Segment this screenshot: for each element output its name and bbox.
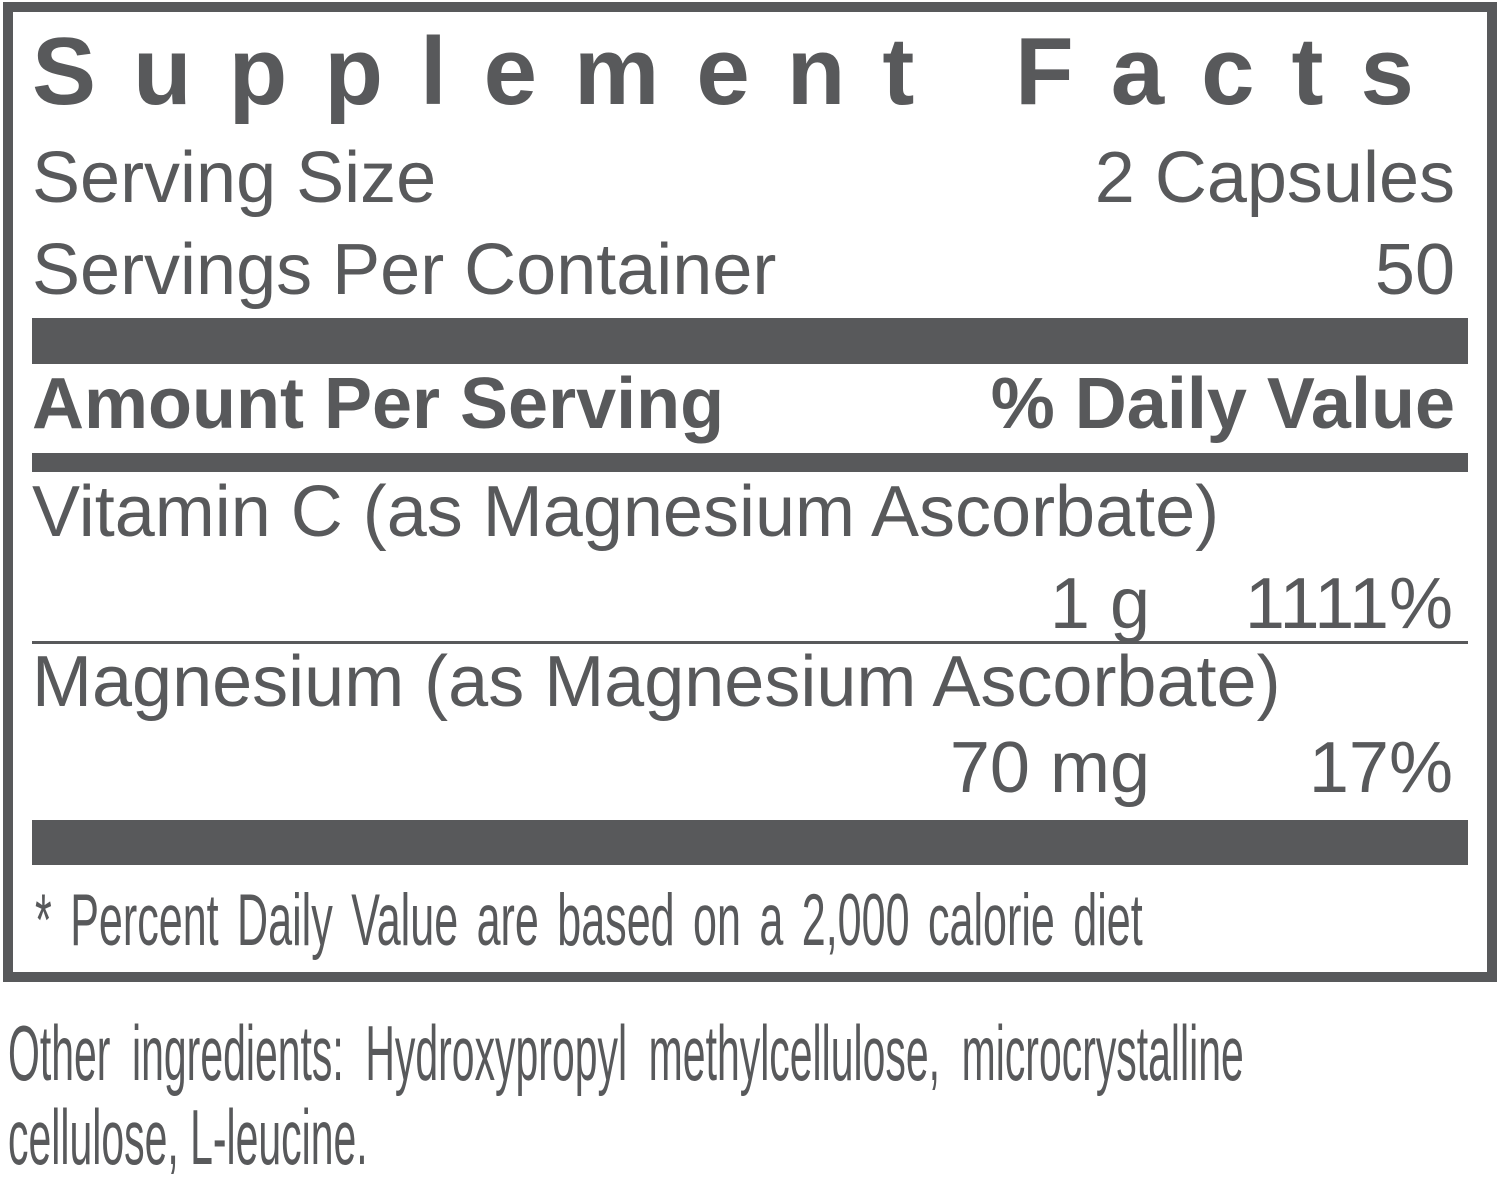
daily-value-header: % Daily Value	[990, 364, 1455, 444]
nutrient-amount-vitamin-c: 1 g	[1049, 564, 1150, 644]
serving-size-label: Serving Size	[32, 138, 437, 218]
nutrient-amount-magnesium: 70 mg	[949, 728, 1150, 808]
thick-separator-bar-top	[32, 318, 1468, 364]
serving-size-row: Serving Size 2 Capsules	[32, 142, 1468, 214]
servings-per-container-label: Servings Per Container	[32, 230, 777, 310]
nutrient-daily-value-vitamin-c: 1111%	[1244, 564, 1453, 644]
other-ingredients-line-2: cellulose, L-leucine.	[8, 1093, 368, 1181]
servings-per-container-value: 50	[1374, 230, 1455, 310]
other-ingredients-line-1: Other ingredients: Hydroxypropyl methylc…	[8, 1009, 1244, 1097]
supplement-facts-panel: Supplement Facts Serving Size 2 Capsules…	[3, 2, 1497, 982]
nutrient-values-vitamin-c: 1 g 1111%	[32, 568, 1468, 640]
nutrient-values-magnesium: 70 mg 17%	[32, 732, 1468, 804]
column-header-row: Amount Per Serving % Daily Value	[32, 368, 1468, 440]
nutrient-daily-value-magnesium: 17%	[1308, 728, 1453, 808]
servings-per-container-row: Servings Per Container 50	[32, 234, 1468, 306]
nutrient-name-vitamin-c: Vitamin C (as Magnesium Ascorbate)	[32, 472, 1220, 552]
daily-value-footnote: * Percent Daily Value are based on a 2,0…	[35, 880, 1143, 961]
thin-separator-line	[32, 641, 1468, 644]
amount-per-serving-header: Amount Per Serving	[32, 364, 725, 444]
serving-size-value: 2 Capsules	[1094, 138, 1455, 218]
panel-title: Supplement Facts	[32, 18, 1451, 125]
nutrient-name-magnesium: Magnesium (as Magnesium Ascorbate)	[32, 642, 1281, 722]
thick-separator-bar-bottom	[32, 820, 1468, 865]
medium-separator-bar	[32, 453, 1468, 472]
other-ingredients: Other ingredients: Hydroxypropyl methylc…	[8, 1011, 1500, 1179]
